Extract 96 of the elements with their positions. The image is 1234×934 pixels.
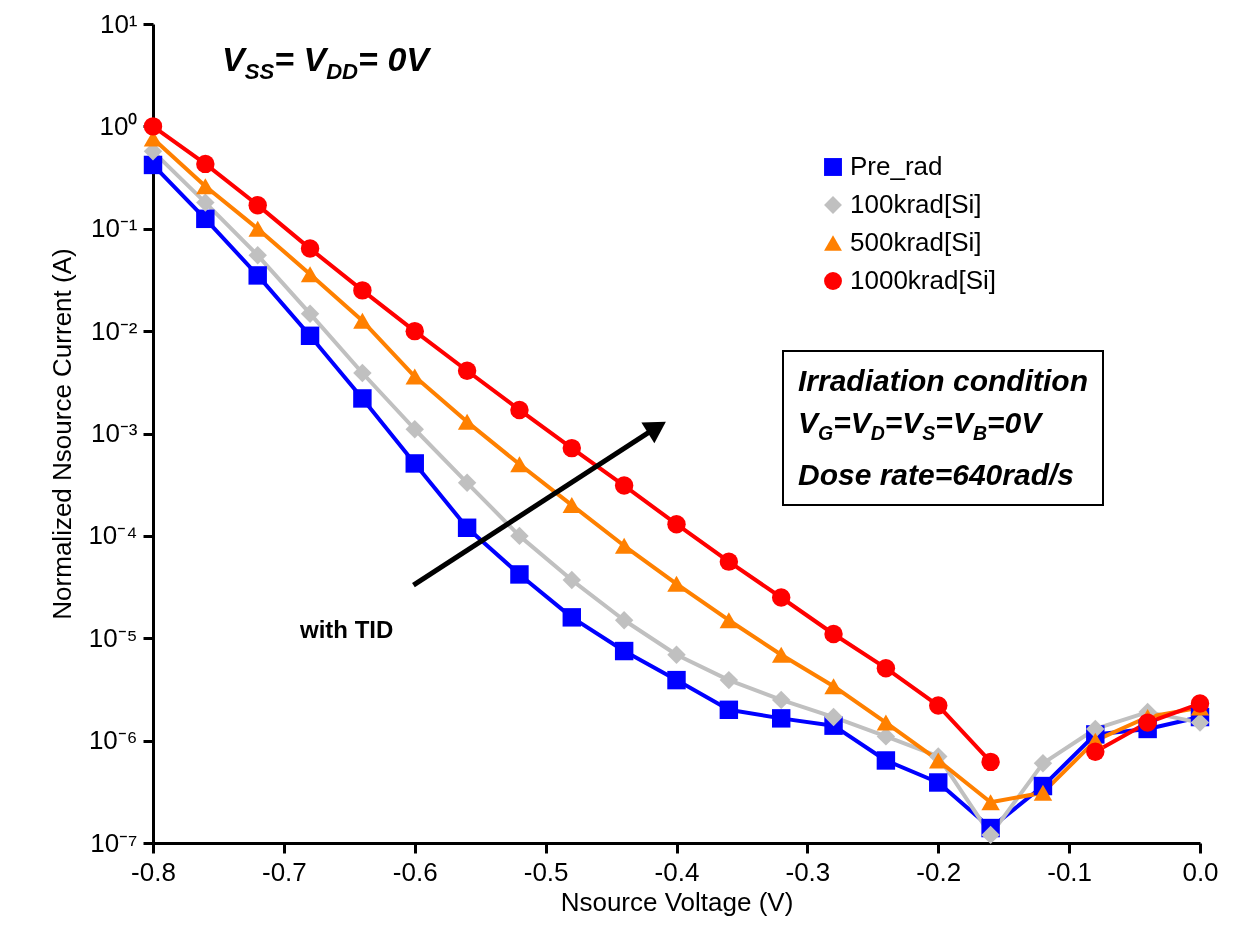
point: [562, 570, 582, 590]
annotation: with TID: [300, 616, 394, 644]
point: [457, 413, 477, 430]
y-tick-label: 10⁻¹: [90, 213, 138, 244]
point: [405, 454, 424, 473]
point: [300, 304, 320, 323]
point: [196, 178, 215, 195]
legend-label: Pre_rad: [850, 151, 943, 181]
y-tick-label: 10⁰: [99, 110, 138, 141]
point: [196, 209, 215, 229]
point: [719, 700, 739, 720]
y-tick-label: 10⁻⁵: [88, 622, 138, 653]
point: [353, 363, 372, 383]
point: [771, 709, 791, 728]
point: [510, 400, 529, 420]
point: [719, 552, 739, 571]
x-tick-label: -0.3: [785, 856, 831, 887]
point: [300, 239, 320, 258]
y-tick-label: 10⁻⁴: [88, 520, 138, 551]
point: [876, 714, 896, 731]
x-tick-label: -0.8: [131, 856, 176, 887]
y-tick-label: 10¹: [99, 8, 138, 39]
legend-label: 500krad[Si]: [850, 227, 982, 257]
point: [824, 707, 843, 727]
point: [667, 670, 686, 690]
y-axis-title: Normalized Nsource Current (A): [47, 248, 78, 620]
point: [353, 281, 372, 300]
point: [719, 670, 739, 690]
point: [981, 825, 1000, 845]
x-tick-label: -0.2: [916, 856, 962, 887]
x-tick-label: -0.4: [654, 856, 700, 887]
x-tick-label: -0.7: [261, 856, 307, 887]
point: [667, 645, 686, 664]
x-tick-label: -0.5: [523, 856, 569, 887]
point: [1033, 754, 1053, 773]
point: [562, 608, 582, 627]
point: [771, 646, 791, 663]
point: [562, 497, 582, 514]
point: [562, 438, 582, 458]
point: [300, 266, 320, 283]
point: [667, 575, 686, 592]
y-tick-label: 10⁻⁷: [90, 827, 138, 858]
point: [981, 752, 1000, 772]
point: [1190, 694, 1210, 713]
y-tick-label: 10⁻³: [90, 418, 138, 448]
point: [510, 456, 529, 473]
x-tick-label: -0.1: [1047, 856, 1093, 887]
point: [196, 193, 215, 212]
point: [510, 565, 529, 584]
x-axis-title: Nsource Voltage (V): [560, 886, 794, 917]
point: [1033, 784, 1053, 801]
point: [300, 326, 320, 346]
legend-label: 100krad[Si]: [850, 189, 982, 219]
point: [1190, 713, 1210, 732]
point: [876, 658, 896, 678]
x-tick-label: -0.6: [392, 856, 438, 887]
legend-label: 1000krad[Si]: [850, 265, 996, 295]
point: [248, 195, 267, 215]
point: [824, 678, 843, 695]
point: [614, 537, 634, 554]
point: [143, 117, 163, 136]
point: [771, 588, 791, 607]
annotation: Irradiation condition: [798, 363, 1088, 399]
point: [510, 526, 529, 546]
point: [1086, 742, 1105, 761]
point: [405, 368, 424, 385]
point: [981, 794, 1000, 811]
x-tick-label: 0.0: [1182, 856, 1219, 887]
point: [248, 246, 267, 265]
point: [929, 773, 948, 792]
point: [457, 361, 477, 380]
y-tick-label: 10⁻⁶: [88, 725, 138, 756]
point: [929, 696, 948, 715]
point: [405, 321, 424, 341]
point: [457, 473, 477, 493]
annotation: V$_{SS}$= V$_{DD}$= 0V: [222, 40, 429, 85]
y-tick-label: 10⁻²: [90, 315, 138, 346]
point: [457, 518, 477, 537]
point: [771, 690, 791, 710]
point: [614, 611, 634, 630]
point: [614, 476, 634, 495]
point: [929, 752, 948, 769]
annotation: Dose rate=640rad/s: [798, 457, 1075, 493]
point: [405, 420, 424, 439]
point: [667, 515, 686, 534]
point: [353, 312, 372, 329]
point: [614, 641, 634, 661]
point: [1138, 713, 1157, 732]
point: [719, 612, 739, 629]
point: [824, 624, 843, 644]
point: [248, 266, 267, 285]
point: [248, 220, 267, 237]
text: V$_{G}$=V$_{D}$=V$_{S}$=V$_{B}$=0V: [798, 406, 1042, 444]
point: [876, 751, 896, 770]
point: [196, 154, 215, 174]
point: [353, 389, 372, 408]
